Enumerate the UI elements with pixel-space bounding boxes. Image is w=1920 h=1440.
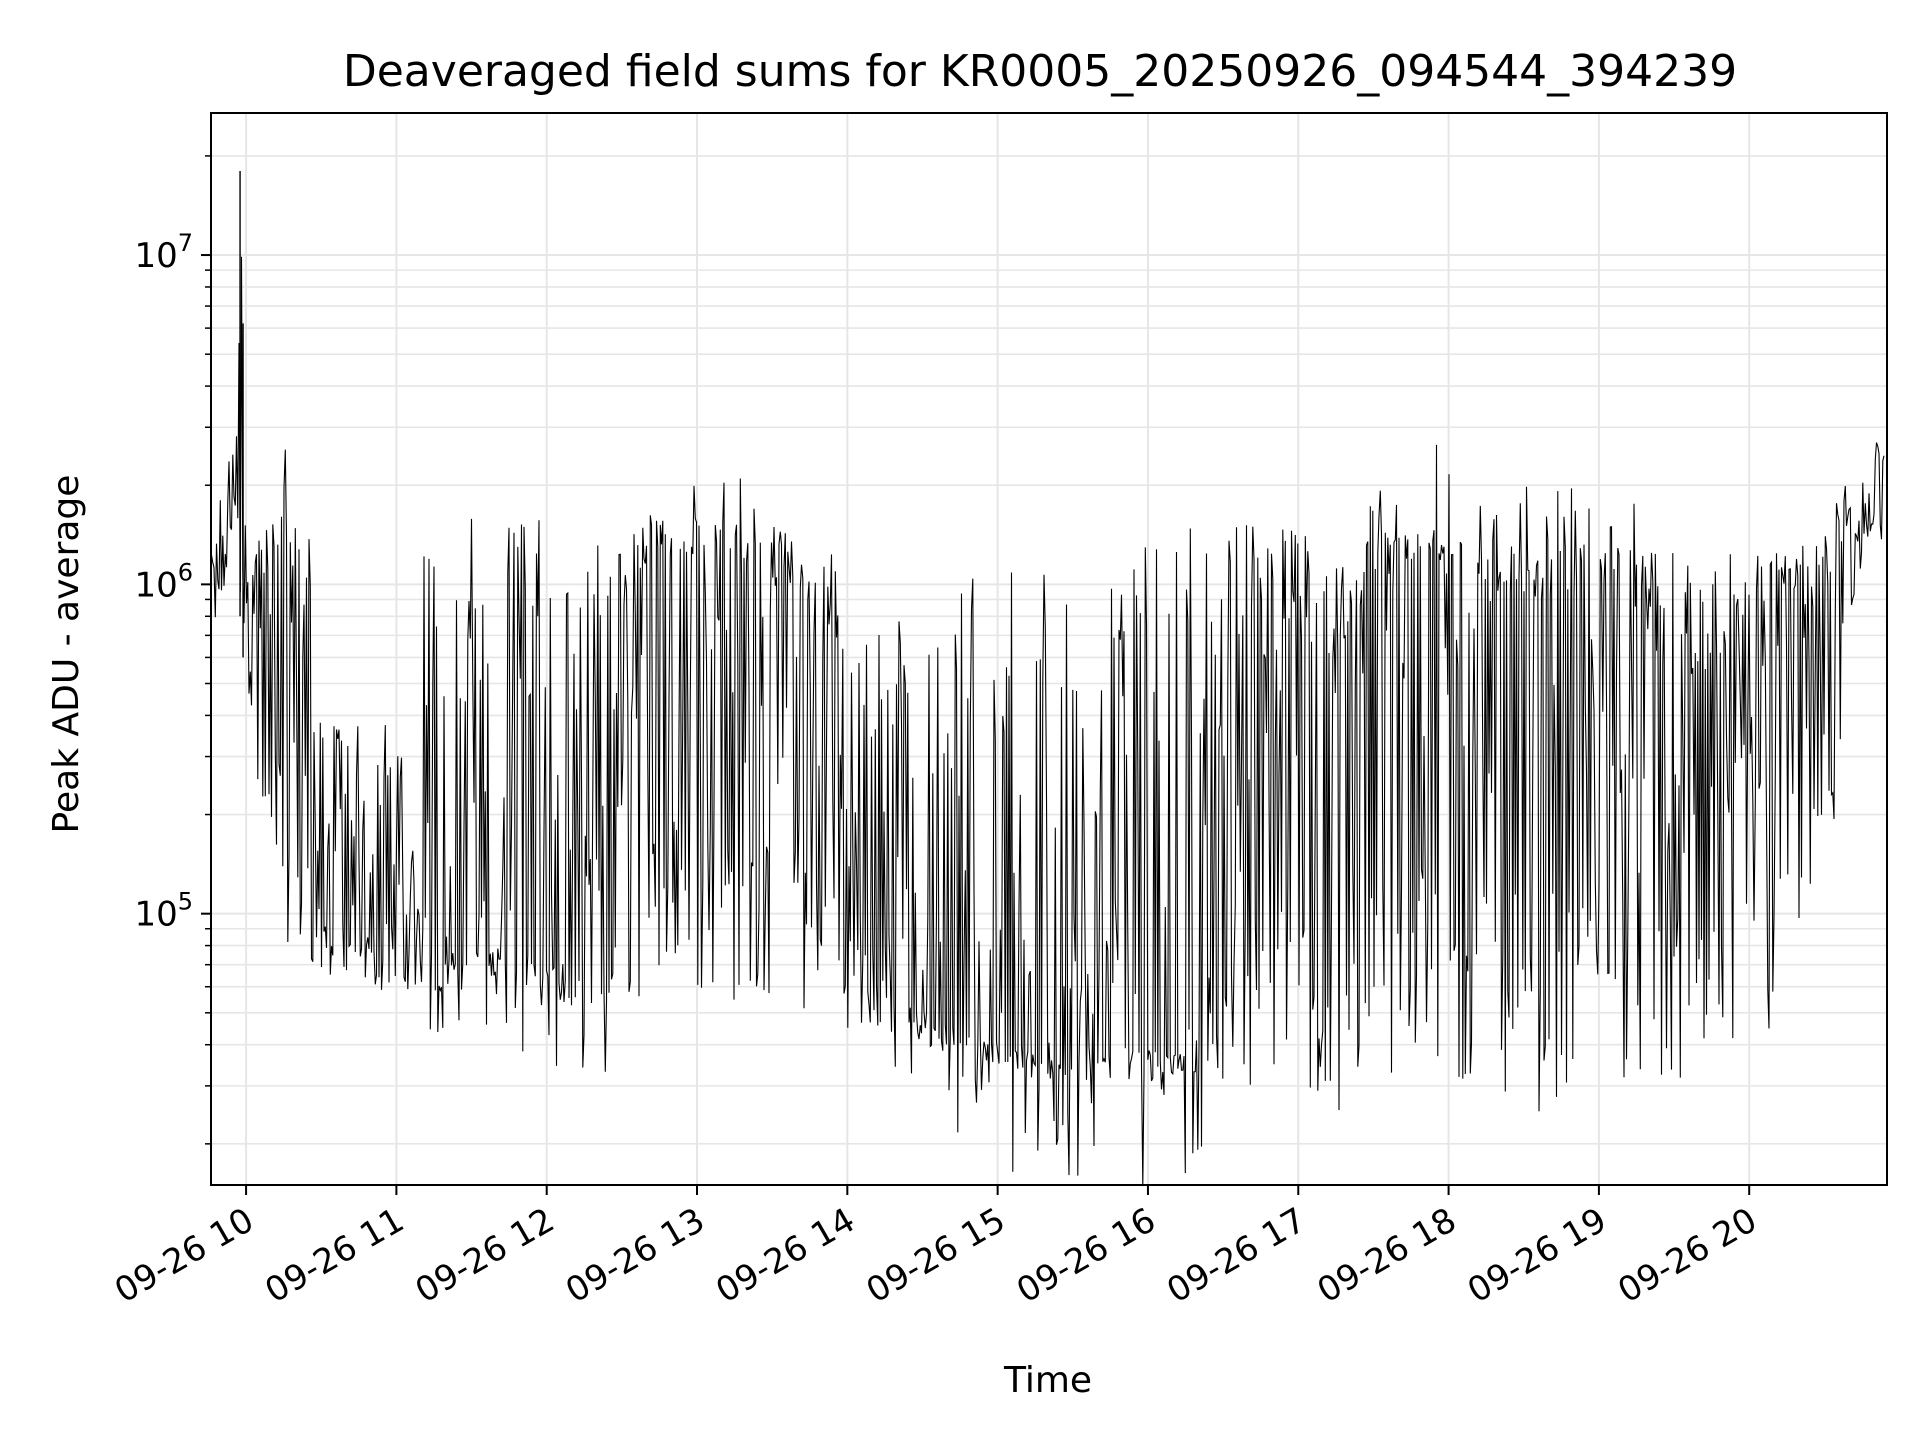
y-tick-label: 105: [134, 888, 193, 935]
series-line: [210, 256, 1885, 1187]
x-axis-label: Time: [1003, 1360, 1092, 1401]
y-tick-label: 106: [134, 558, 193, 605]
y-axis-label: Peak ADU - average: [46, 475, 87, 834]
y-tick-label: 107: [134, 229, 193, 276]
plot-frame: [210, 112, 1888, 1186]
chart-title: Deaveraged field sums for KR0005_2025092…: [343, 46, 1737, 97]
axes: [201, 112, 1888, 1195]
data-series: [210, 170, 1885, 1187]
